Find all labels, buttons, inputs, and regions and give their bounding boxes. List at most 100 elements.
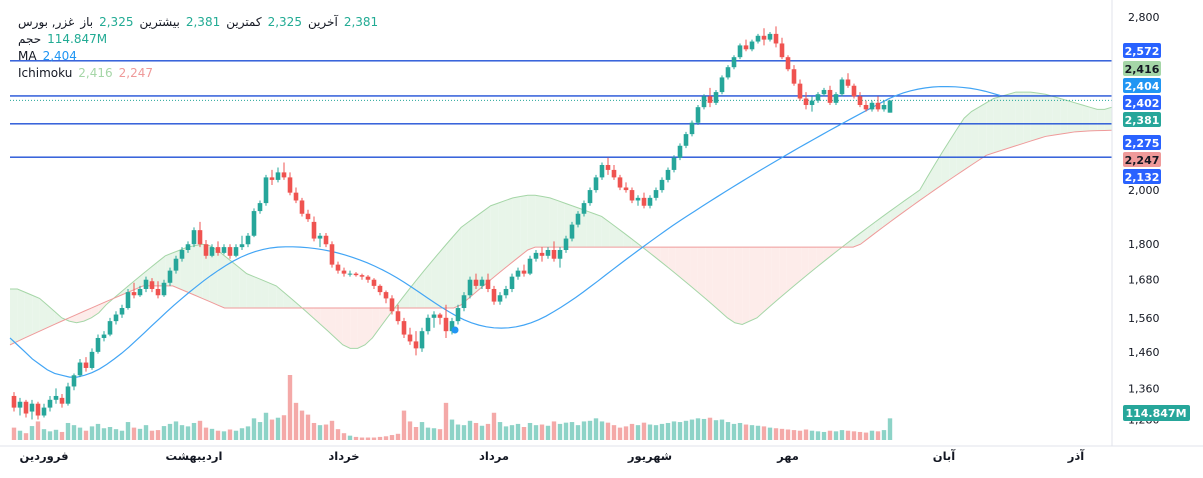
price-badge [1123, 61, 1161, 76]
candle-body [635, 197, 641, 201]
cloud-segment [764, 247, 772, 312]
ichimoku-row[interactable]: Ichimoku 2,416 2,247 [18, 65, 378, 82]
volume-bar [569, 422, 575, 440]
volume-bar [809, 430, 815, 440]
time-tick-label: مهر [776, 449, 799, 463]
candle-body [509, 276, 515, 289]
symbol-label[interactable]: غزر, بورس [18, 15, 75, 29]
volume-bar [227, 429, 233, 440]
cloud-segment [971, 107, 979, 165]
volume-bar [443, 402, 449, 440]
candle-body [161, 282, 167, 296]
cloud-segment [601, 216, 610, 248]
open-label: باز [80, 15, 94, 29]
price-badges: 2,572 2,416 2,404 2,402 2,381 2,275 2,247 2,132… [1123, 43, 1190, 421]
cloud-segment [964, 111, 972, 170]
volume-row[interactable]: حجم 114.847M [18, 31, 378, 48]
price-tick-label: 1,360 [1128, 382, 1160, 395]
candle-body [533, 252, 539, 259]
volume-bar [431, 428, 437, 440]
candle-body [155, 288, 161, 296]
cloud-segment [542, 196, 550, 248]
candle-body [749, 41, 755, 50]
cloud-segment [956, 118, 965, 175]
candle-body [743, 45, 749, 50]
cloud-segment [1030, 92, 1039, 142]
candle-body [383, 292, 389, 299]
candle-body [341, 270, 347, 274]
candle-body [719, 77, 725, 93]
cloud-segment [690, 247, 698, 293]
volume-bars [11, 375, 893, 440]
candle-body [131, 292, 137, 296]
ma-row[interactable]: MA 2,404 [18, 48, 378, 65]
price-badge [1123, 95, 1161, 110]
price-badge [1123, 112, 1161, 127]
close-value: 2,381 [343, 15, 379, 29]
candle-body [47, 399, 53, 408]
candle-body [767, 33, 773, 40]
volume-bar [23, 433, 29, 440]
cloud-segment [401, 288, 410, 309]
candle-body [59, 397, 65, 404]
cloud-segment [1052, 96, 1061, 136]
volume-bar [599, 421, 605, 440]
candle-body [263, 177, 269, 204]
volume-bar [287, 375, 293, 440]
ichimoku-span-b-line [9, 129, 1113, 346]
candle-body [197, 230, 203, 245]
price-tick-label: 1,800 [1128, 238, 1160, 251]
price-badge [1123, 43, 1161, 58]
cloud-segment [941, 141, 950, 185]
volume-bar [425, 427, 431, 440]
candle-body [173, 258, 179, 271]
ichimoku-cloud [9, 91, 1113, 349]
candle-body [539, 252, 545, 256]
cloud-segment [1023, 92, 1031, 144]
candle-body [401, 321, 407, 335]
candle-body [869, 102, 875, 110]
volume-bar [383, 436, 389, 440]
volume-bar [317, 425, 323, 440]
cloud-segment [527, 195, 536, 250]
candle-body [395, 311, 401, 322]
volume-bar [389, 435, 395, 440]
candle-body [113, 314, 119, 322]
volume-bar [371, 437, 377, 440]
volume-bar [71, 425, 77, 440]
volume-bar [473, 422, 479, 440]
cloud-segment [313, 308, 321, 325]
cloud-segment [549, 197, 558, 248]
volume-bar [221, 431, 227, 440]
candle-body [17, 401, 23, 408]
volume-bar [119, 430, 125, 440]
candle-body [653, 190, 659, 198]
volume-bar [509, 425, 515, 440]
ichimoku-label: Ichimoku [18, 66, 73, 80]
candle-body [41, 407, 47, 416]
candle-body [449, 321, 455, 332]
volume-bar [77, 427, 83, 440]
cloud-segment [779, 247, 787, 299]
volume-label: حجم [18, 32, 42, 46]
candle-body [839, 79, 845, 95]
volume-bar [35, 421, 41, 440]
volume-bar [755, 425, 761, 440]
candle-body [347, 273, 353, 275]
volume-bar [521, 427, 527, 440]
cloud-segment [209, 245, 218, 305]
volume-bar [581, 421, 587, 440]
candle-body [83, 362, 89, 368]
cloud-segment [609, 221, 617, 248]
candle-body [575, 213, 581, 225]
volume-bar [449, 419, 455, 440]
cloud-segment [446, 235, 454, 309]
event-marker-dot [451, 326, 459, 334]
volume-bar [683, 420, 689, 440]
cloud-segment [646, 247, 654, 256]
volume-bar [377, 436, 383, 440]
candle-body [683, 134, 689, 146]
candle-body [515, 270, 521, 277]
price-tick-label: 2,800 [1128, 11, 1160, 24]
